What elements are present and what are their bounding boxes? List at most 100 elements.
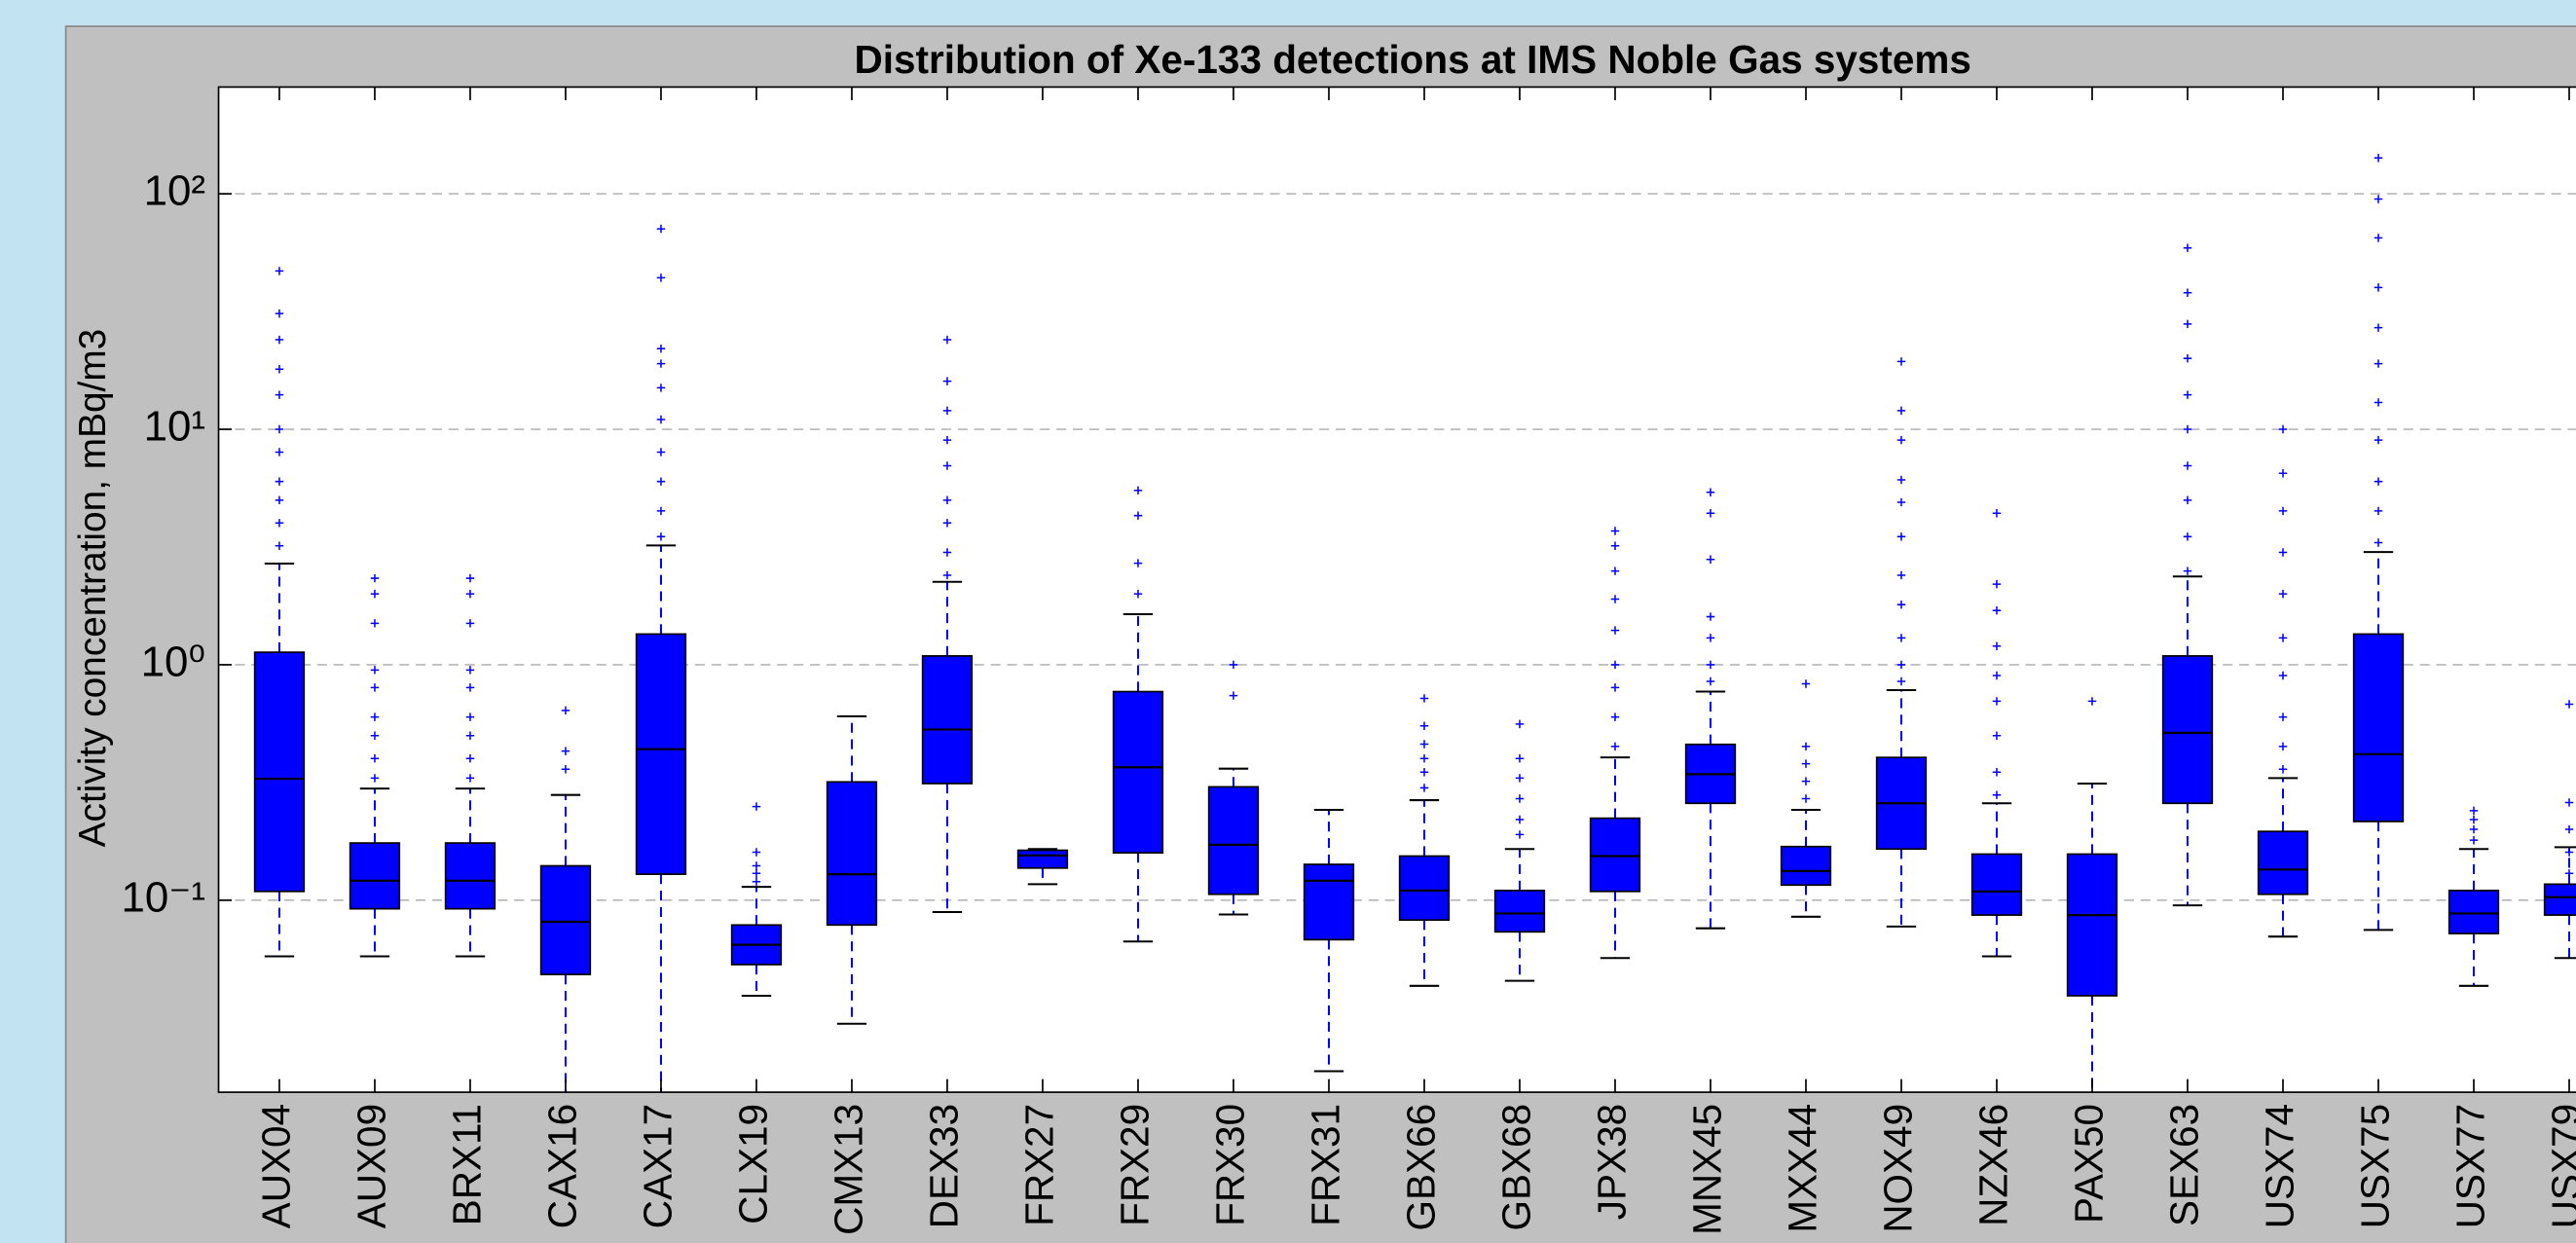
outlier [656,532,666,541]
box [2257,830,2309,896]
outlier [2278,589,2288,599]
x-tick-label: GBX68 [1494,1104,1539,1231]
outlier [2374,359,2383,368]
outlier [1610,660,1620,670]
box [1207,786,1260,896]
outlier [1610,527,1620,535]
outlier [752,861,761,870]
outlier [942,570,952,580]
x-tick-label: NZX46 [1971,1104,2016,1226]
outlier [752,802,761,811]
outlier [1419,753,1429,763]
outlier [1419,784,1429,792]
outlier [656,224,666,234]
box [1780,845,1832,887]
outlier [1896,660,1906,670]
outlier [1706,488,1715,496]
outlier [1133,486,1143,495]
box [1016,849,1069,869]
outlier [275,519,284,528]
outlier [2564,848,2574,857]
outlier [465,713,475,721]
box [1589,817,1641,893]
outlier [370,731,380,740]
outlier [370,683,380,692]
x-tick-label: USX79 [2544,1104,2576,1228]
box [349,842,401,910]
outlier [1610,626,1620,635]
outlier [1801,679,1811,688]
outlier [1992,671,2002,680]
outlier [2183,288,2192,297]
outlier [370,573,380,583]
outlier [1610,567,1620,575]
outlier [465,619,475,628]
outlier [2374,323,2383,332]
outlier [2278,765,2288,774]
outlier [1419,740,1429,749]
box [2447,890,2500,934]
outlier [2183,461,2192,470]
outlier [1229,660,1238,670]
outlier [1419,768,1429,777]
outlier [2278,506,2288,516]
outlier [2183,495,2192,505]
box [1970,853,2023,916]
outlier [1896,357,1906,366]
outlier [1896,532,1906,541]
outlier [1992,790,2002,799]
outlier [370,666,380,675]
outlier [1706,612,1715,621]
y-tick-label: 10⁻¹ [121,873,205,921]
outlier [275,541,284,550]
box [253,651,306,893]
outlier [1229,691,1238,700]
outlier [465,731,475,740]
x-tick-label: CLX19 [731,1104,776,1225]
outlier [2469,815,2479,824]
outlier [656,274,666,282]
x-tick-label: AUX09 [350,1104,394,1228]
outlier [942,435,952,445]
x-tick-label: USX74 [2258,1104,2302,1228]
outlier [1133,559,1143,567]
box [1398,855,1451,922]
outlier [1896,435,1906,445]
outlier [2374,506,2383,516]
outlier [1706,660,1715,670]
outlier [1801,742,1811,751]
plot-content [218,154,2576,1093]
box [1303,863,1355,941]
outlier [2278,548,2288,557]
outlier [656,415,666,424]
outlier [1610,683,1620,692]
outlier [942,335,952,345]
x-tick-label: GBX66 [1399,1104,1444,1231]
outlier [1706,555,1715,564]
outlier [2278,671,2288,680]
outlier [275,448,284,457]
outlier [2374,154,2383,163]
outlier [2564,824,2574,834]
outlier [1896,600,1906,609]
outlier [465,573,475,583]
outlier [942,519,952,528]
x-tick-label: CMX13 [827,1104,871,1235]
box [921,655,974,785]
x-tick-label: FRX31 [1304,1104,1348,1226]
outlier [2183,243,2192,252]
outlier [2183,353,2192,363]
box [539,864,592,975]
y-tick-label: 10² [144,167,205,215]
outlier [656,384,666,392]
outlier [1992,641,2002,651]
outlier [1992,768,2002,777]
outlier [1706,676,1715,686]
outlier [2469,835,2479,845]
box [635,633,687,875]
outlier [2278,742,2288,751]
outlier [752,869,761,878]
outlier [1515,794,1525,803]
